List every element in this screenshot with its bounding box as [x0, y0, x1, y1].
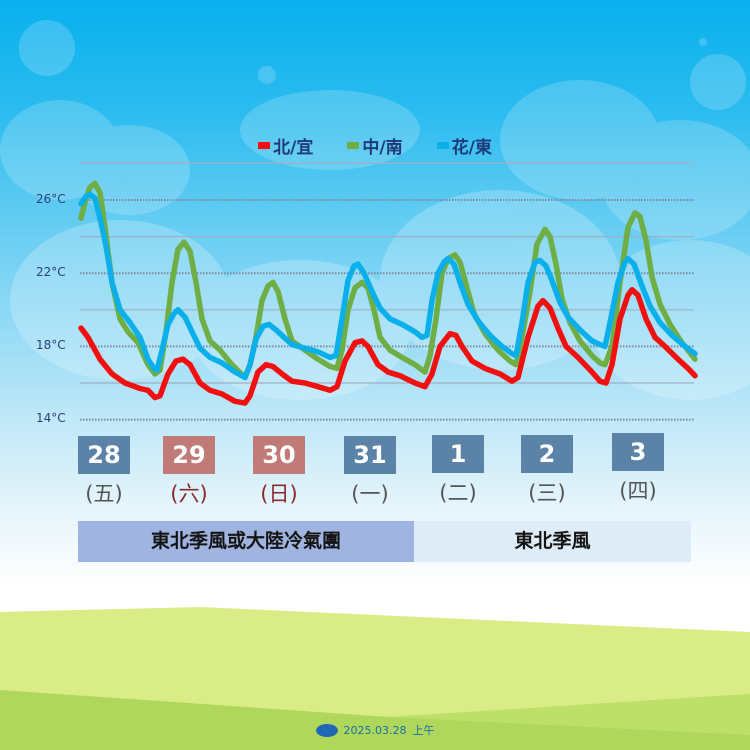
legend-item-north-yilan: 北/宜 [258, 133, 313, 158]
weekday-label: (六) [170, 482, 208, 506]
clouds-decoration [0, 20, 750, 240]
day-30: 30 (日) [253, 436, 305, 508]
chart-series [78, 180, 698, 406]
legend-label: 北/宜 [273, 138, 314, 158]
chart-grid [80, 162, 694, 421]
legend-item-hualien-taitung: 花/東 [436, 133, 492, 158]
series-line-花/東 [78, 191, 698, 381]
issue-date: 2025.03.28 [343, 723, 407, 737]
legend-swatch-blue [436, 142, 449, 149]
day-1: 1 (二) [432, 435, 484, 507]
date-box: 30 [253, 436, 305, 474]
date-box: 31 [344, 436, 396, 474]
legend-label: 花/東 [451, 138, 492, 158]
weather-pattern-banner-monsoon: 東北季風 [414, 521, 691, 562]
date-box: 3 [612, 433, 664, 471]
day-2: 2 (三) [521, 435, 573, 507]
y-tick-14: 14°C [36, 411, 66, 425]
series-line-北/宜 [78, 286, 698, 406]
legend-label: 中/南 [362, 138, 403, 158]
day-29: 29 (六) [163, 436, 215, 508]
weekday-label: (三) [528, 481, 566, 505]
weekday-label: (五) [85, 482, 123, 506]
weekday-label: (日) [260, 482, 298, 506]
ground-hill-front [0, 690, 750, 750]
y-tick-26: 26°C [36, 192, 66, 206]
date-box: 28 [78, 436, 130, 474]
date-box: 29 [163, 436, 215, 474]
date-box: 1 [432, 435, 484, 473]
day-31: 31 (一) [344, 436, 396, 508]
weekday-label: (一) [351, 482, 389, 506]
cwa-logo-icon [315, 723, 338, 737]
issue-period: 上午 [412, 724, 435, 737]
footer: 2025.03.28 上午 [0, 722, 750, 738]
chart-legend: 北/宜 中/南 花/東 [0, 133, 750, 158]
y-tick-22: 22°C [36, 265, 66, 279]
weekday-label: (二) [439, 481, 477, 505]
day-28: 28 (五) [78, 436, 130, 508]
day-3: 3 (四) [612, 433, 664, 505]
series-line-中/南 [78, 180, 698, 381]
weather-pattern-banner-cold-air: 東北季風或大陸冷氣團 [78, 521, 414, 562]
y-tick-18: 18°C [36, 338, 66, 352]
legend-swatch-green [347, 142, 360, 149]
date-box: 2 [521, 435, 573, 473]
legend-item-central-south: 中/南 [347, 133, 403, 158]
legend-swatch-red [258, 142, 271, 149]
weekday-label: (四) [619, 479, 657, 503]
